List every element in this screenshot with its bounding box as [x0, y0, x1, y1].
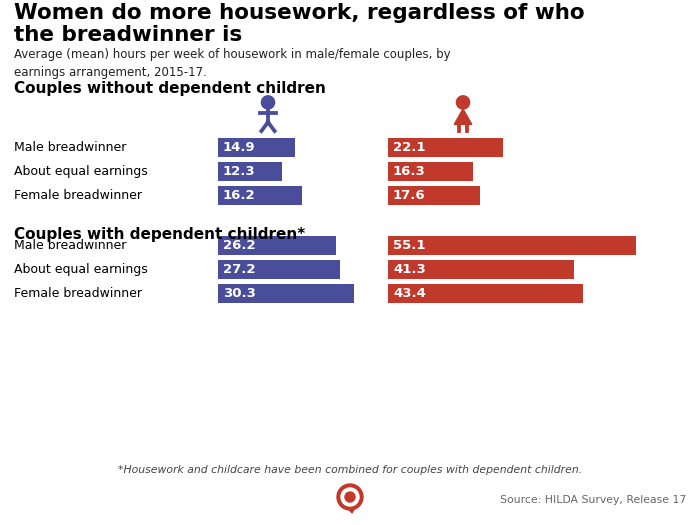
Circle shape [341, 488, 359, 506]
Bar [388, 162, 472, 181]
Bar [218, 162, 282, 181]
Text: Male breadwinner: Male breadwinner [14, 239, 127, 252]
Text: 41.3: 41.3 [393, 263, 426, 276]
Text: Couples without dependent children: Couples without dependent children [14, 81, 326, 96]
Bar [388, 138, 503, 157]
Circle shape [261, 96, 274, 109]
Text: Source: HILDA Survey, Release 17: Source: HILDA Survey, Release 17 [500, 495, 686, 505]
Text: 17.6: 17.6 [393, 189, 426, 202]
Bar [218, 260, 340, 279]
Circle shape [456, 96, 470, 109]
Polygon shape [346, 506, 356, 513]
Text: About equal earnings: About equal earnings [14, 263, 148, 276]
Text: 55.1: 55.1 [393, 239, 426, 252]
Bar [388, 186, 480, 205]
Text: Female breadwinner: Female breadwinner [14, 189, 142, 202]
Text: 43.4: 43.4 [393, 287, 426, 300]
Text: Couples with dependent children*: Couples with dependent children* [14, 227, 305, 242]
Text: About equal earnings: About equal earnings [14, 165, 148, 178]
Bar [388, 260, 574, 279]
Bar [218, 236, 336, 255]
Text: *Housework and childcare have been combined for couples with dependent children.: *Housework and childcare have been combi… [118, 465, 582, 475]
Text: the breadwinner is: the breadwinner is [14, 25, 242, 45]
Bar [218, 138, 295, 157]
Text: Average (mean) hours per week of housework in male/female couples, by
earnings a: Average (mean) hours per week of housewo… [14, 48, 451, 79]
Circle shape [345, 492, 355, 502]
Text: 16.3: 16.3 [393, 165, 426, 178]
Text: 26.2: 26.2 [223, 239, 256, 252]
Text: Female breadwinner: Female breadwinner [14, 287, 142, 300]
Bar [388, 236, 636, 255]
Text: Women do more housework, regardless of who: Women do more housework, regardless of w… [14, 3, 584, 23]
Circle shape [337, 484, 363, 510]
Bar [218, 284, 354, 303]
Text: 14.9: 14.9 [223, 141, 256, 154]
Text: 22.1: 22.1 [393, 141, 426, 154]
Bar [388, 284, 583, 303]
Text: 30.3: 30.3 [223, 287, 256, 300]
Bar [218, 186, 302, 205]
Text: 16.2: 16.2 [223, 189, 256, 202]
Polygon shape [454, 109, 472, 124]
Text: 12.3: 12.3 [223, 165, 256, 178]
Text: 27.2: 27.2 [223, 263, 256, 276]
Text: Male breadwinner: Male breadwinner [14, 141, 127, 154]
